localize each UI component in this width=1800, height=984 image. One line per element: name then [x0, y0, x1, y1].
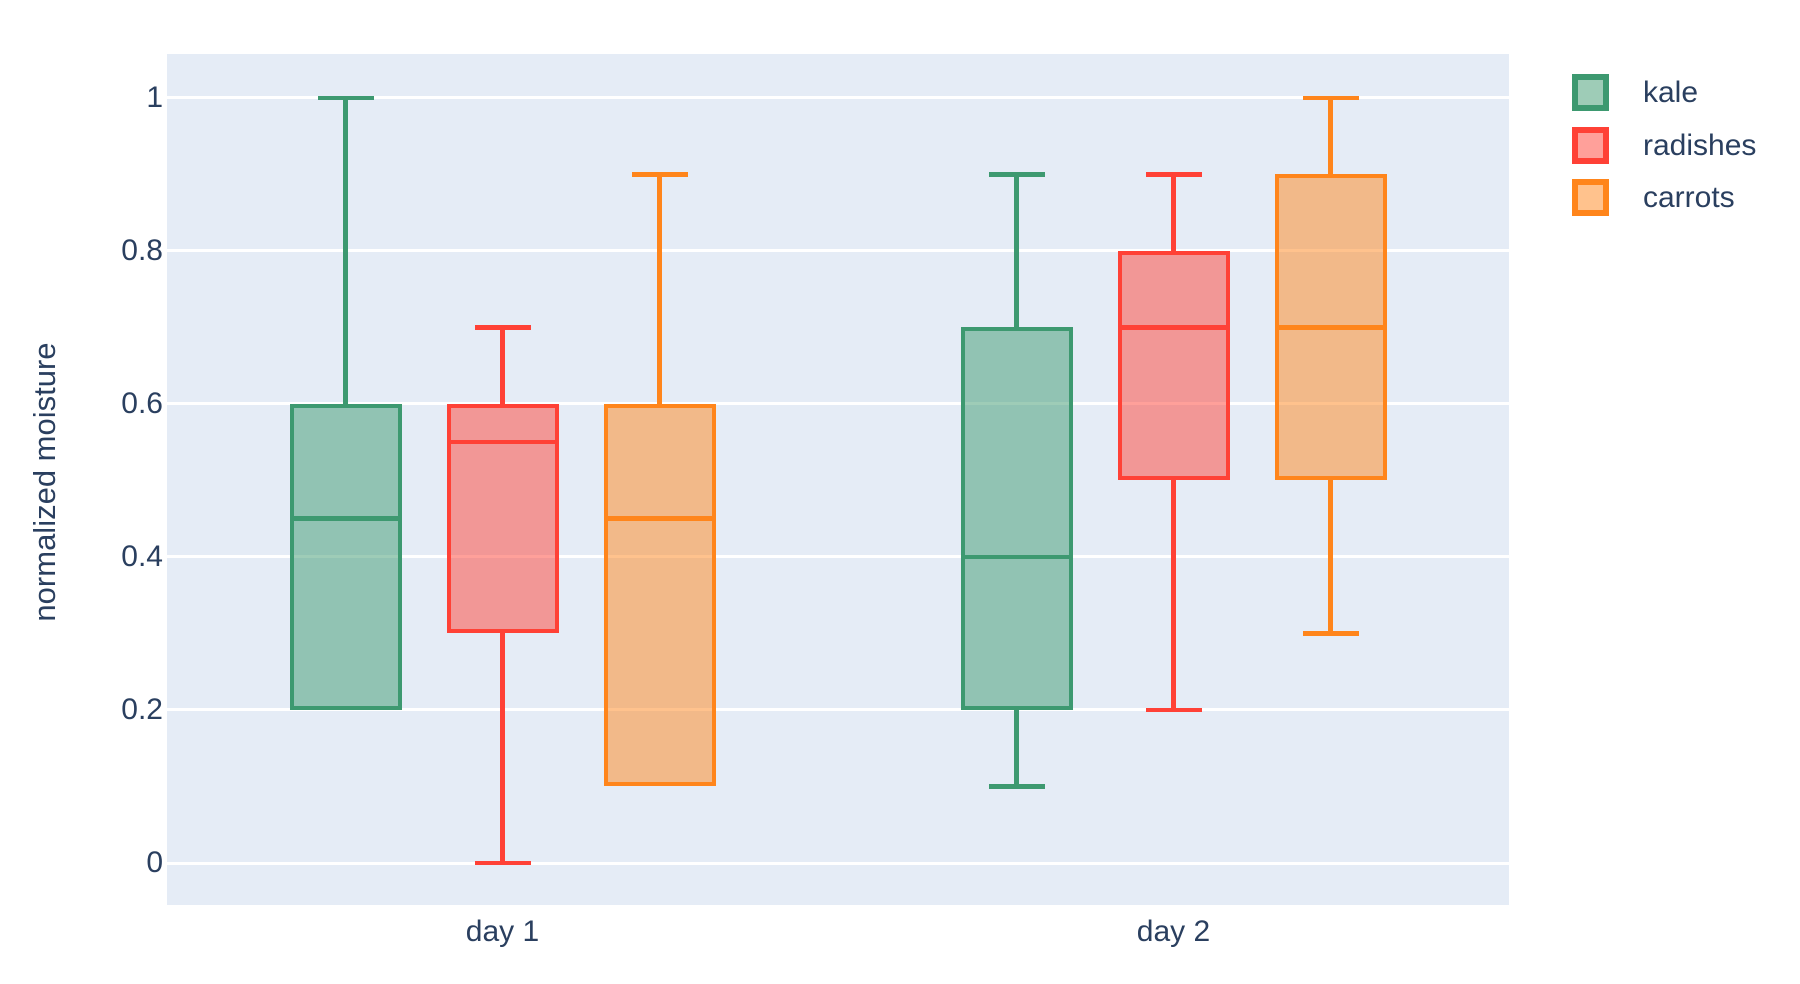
y-tick-label: 0.6 [121, 386, 163, 420]
whisker-cap-upper [988, 172, 1045, 177]
box-median [289, 516, 402, 521]
legend-item-radishes[interactable]: radishes [1572, 126, 1800, 164]
y-axis-title: normalized moisture [27, 342, 62, 622]
gridline [167, 708, 1509, 712]
x-tick-label: day 2 [1136, 915, 1211, 948]
whisker-cap-upper [1302, 95, 1359, 101]
whisker-stem-upper [500, 327, 505, 404]
legend-label: radishes [1643, 128, 1757, 162]
whisker-cap-upper [317, 95, 374, 101]
legend-item-carrots[interactable]: carrots [1572, 179, 1800, 216]
legend-label: carrots [1643, 181, 1735, 214]
gridline [167, 249, 1509, 253]
whisker-stem-upper [1014, 174, 1019, 328]
whisker-stem-upper [657, 174, 662, 404]
whisker-cap-upper [631, 172, 688, 177]
gridline [167, 96, 1509, 100]
box-body [1117, 250, 1230, 481]
y-tick-label: 0.8 [121, 233, 163, 267]
gridline [167, 402, 1509, 406]
whisker-cap-lower [1302, 631, 1359, 636]
legend-swatch [1572, 74, 1609, 111]
box-body [960, 327, 1073, 710]
whisker-cap-lower [988, 784, 1045, 789]
whisker-cap-lower [1145, 707, 1202, 713]
box-median [603, 516, 716, 521]
box-body [603, 403, 716, 787]
whisker-stem-upper [1328, 97, 1333, 175]
y-tick-label: 1 [146, 80, 163, 114]
plot-area [167, 54, 1509, 905]
y-tick-label: 0.4 [121, 539, 163, 573]
y-tick-label: 0.2 [121, 692, 163, 726]
whisker-stem-lower [1014, 709, 1019, 787]
box-median [1274, 325, 1387, 330]
whisker-cap-upper [474, 325, 531, 330]
y-tick-label: 0 [146, 846, 163, 879]
legend-item-kale[interactable]: kale [1572, 74, 1800, 111]
whisker-stem-lower [500, 633, 505, 863]
box-median [446, 439, 559, 445]
gridline [167, 555, 1509, 559]
box-body [289, 403, 402, 710]
whisker-stem-lower [1171, 480, 1176, 710]
whisker-stem-upper [343, 97, 348, 404]
whisker-stem-lower [1328, 480, 1333, 634]
legend-swatch [1572, 179, 1609, 216]
whisker-cap-upper [1145, 172, 1202, 177]
box-body [446, 403, 559, 634]
x-tick-label: day 1 [465, 915, 540, 948]
legend-label: kale [1643, 76, 1699, 109]
whisker-cap-lower [474, 860, 531, 866]
gridline [167, 861, 1509, 865]
box-median [1117, 325, 1230, 330]
whisker-stem-upper [1171, 174, 1176, 251]
box-median [960, 554, 1073, 560]
legend-swatch [1572, 126, 1609, 164]
